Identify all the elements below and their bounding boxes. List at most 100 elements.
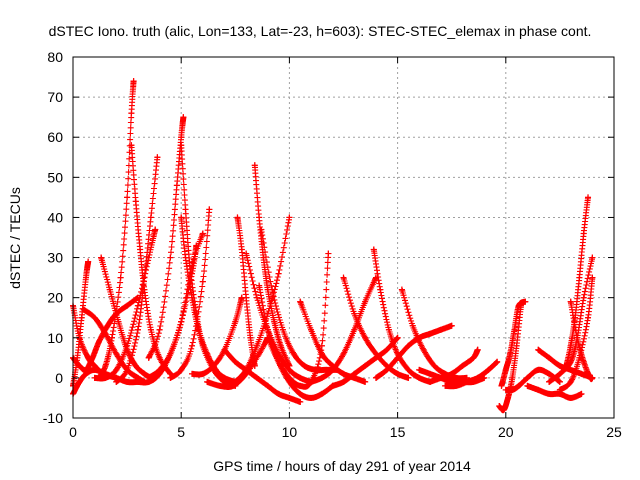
data-point [286, 214, 293, 221]
data-point [524, 382, 531, 389]
data-series [70, 78, 596, 414]
y-tick-label: 20 [47, 290, 63, 306]
data-point [113, 350, 120, 357]
data-point [134, 302, 141, 309]
data-point [124, 366, 131, 373]
data-point [453, 382, 460, 389]
data-point [535, 366, 542, 373]
data-point [264, 334, 271, 341]
data-point [234, 214, 241, 221]
data-point [297, 390, 304, 397]
data-point [437, 374, 444, 381]
x-tick-label: 10 [282, 424, 298, 440]
x-tick-label: 20 [498, 424, 514, 440]
data-point [394, 354, 401, 361]
data-point [173, 182, 180, 189]
series-markers [370, 246, 434, 385]
data-point [318, 390, 325, 397]
data-point [199, 370, 206, 377]
data-point [546, 390, 553, 397]
data-point [500, 406, 507, 413]
data-point [178, 366, 185, 373]
x-tick-label: 15 [390, 424, 406, 440]
data-point [546, 354, 553, 361]
data-point [474, 374, 481, 381]
series-arc-15 [145, 242, 200, 381]
x-tick-label: 5 [177, 424, 185, 440]
data-point [264, 310, 271, 317]
data-point [178, 214, 185, 221]
data-point [448, 322, 455, 329]
data-point [78, 314, 85, 321]
series-markers [340, 274, 412, 381]
data-point [206, 206, 213, 213]
data-point [509, 386, 516, 393]
data-point [308, 326, 315, 333]
data-point [383, 366, 390, 373]
data-point [325, 250, 332, 257]
data-point [154, 154, 161, 161]
data-point [195, 326, 202, 333]
data-point [308, 378, 315, 385]
data-point [145, 374, 152, 381]
data-point [189, 370, 196, 377]
data-point [442, 382, 449, 389]
data-point [416, 366, 423, 373]
series-arc-31 [370, 246, 434, 385]
series-arc-45 [567, 298, 596, 383]
data-point [247, 334, 254, 341]
data-point [535, 346, 542, 353]
data-point [431, 362, 438, 369]
data-point [189, 294, 196, 301]
data-point [178, 142, 185, 149]
data-point [76, 378, 83, 385]
y-tick-label: 30 [47, 250, 63, 266]
data-point [124, 194, 131, 201]
data-point [318, 350, 325, 357]
data-point [522, 298, 529, 305]
data-point [91, 314, 98, 321]
data-point [178, 134, 185, 141]
data-point [323, 366, 330, 373]
data-point [509, 374, 516, 381]
data-point [256, 282, 263, 289]
data-point [370, 246, 377, 253]
data-point [567, 378, 574, 385]
data-point [132, 362, 139, 369]
data-point [217, 382, 224, 389]
x-axis-label: GPS time / hours of day 291 of year 2014 [213, 458, 471, 474]
data-point [189, 270, 196, 277]
data-point [470, 354, 477, 361]
data-point [340, 274, 347, 281]
data-point [502, 366, 509, 373]
data-point [156, 326, 163, 333]
data-point [502, 386, 509, 393]
data-point [130, 78, 137, 85]
x-tick-label: 25 [606, 424, 622, 440]
data-point [498, 382, 505, 389]
data-point [556, 362, 563, 369]
data-point [264, 326, 271, 333]
data-point [238, 246, 245, 253]
data-point [147, 214, 154, 221]
data-point [556, 370, 563, 377]
data-point [74, 354, 81, 361]
data-point [398, 286, 405, 293]
data-point [167, 374, 174, 381]
data-point [147, 326, 154, 333]
y-tick-label: 80 [47, 49, 63, 65]
data-point [556, 386, 563, 393]
data-point [117, 274, 124, 281]
data-point [578, 390, 585, 397]
data-point [546, 370, 553, 377]
series-arc-40 [524, 382, 585, 401]
data-point [91, 362, 98, 369]
data-point [232, 378, 239, 385]
series-arc-12 [145, 114, 187, 361]
data-point [95, 338, 102, 345]
data-point [405, 366, 412, 373]
series-arc-43 [556, 274, 596, 393]
series-arc-04 [70, 258, 92, 389]
data-point [199, 230, 206, 237]
series-arc-14 [178, 214, 239, 385]
